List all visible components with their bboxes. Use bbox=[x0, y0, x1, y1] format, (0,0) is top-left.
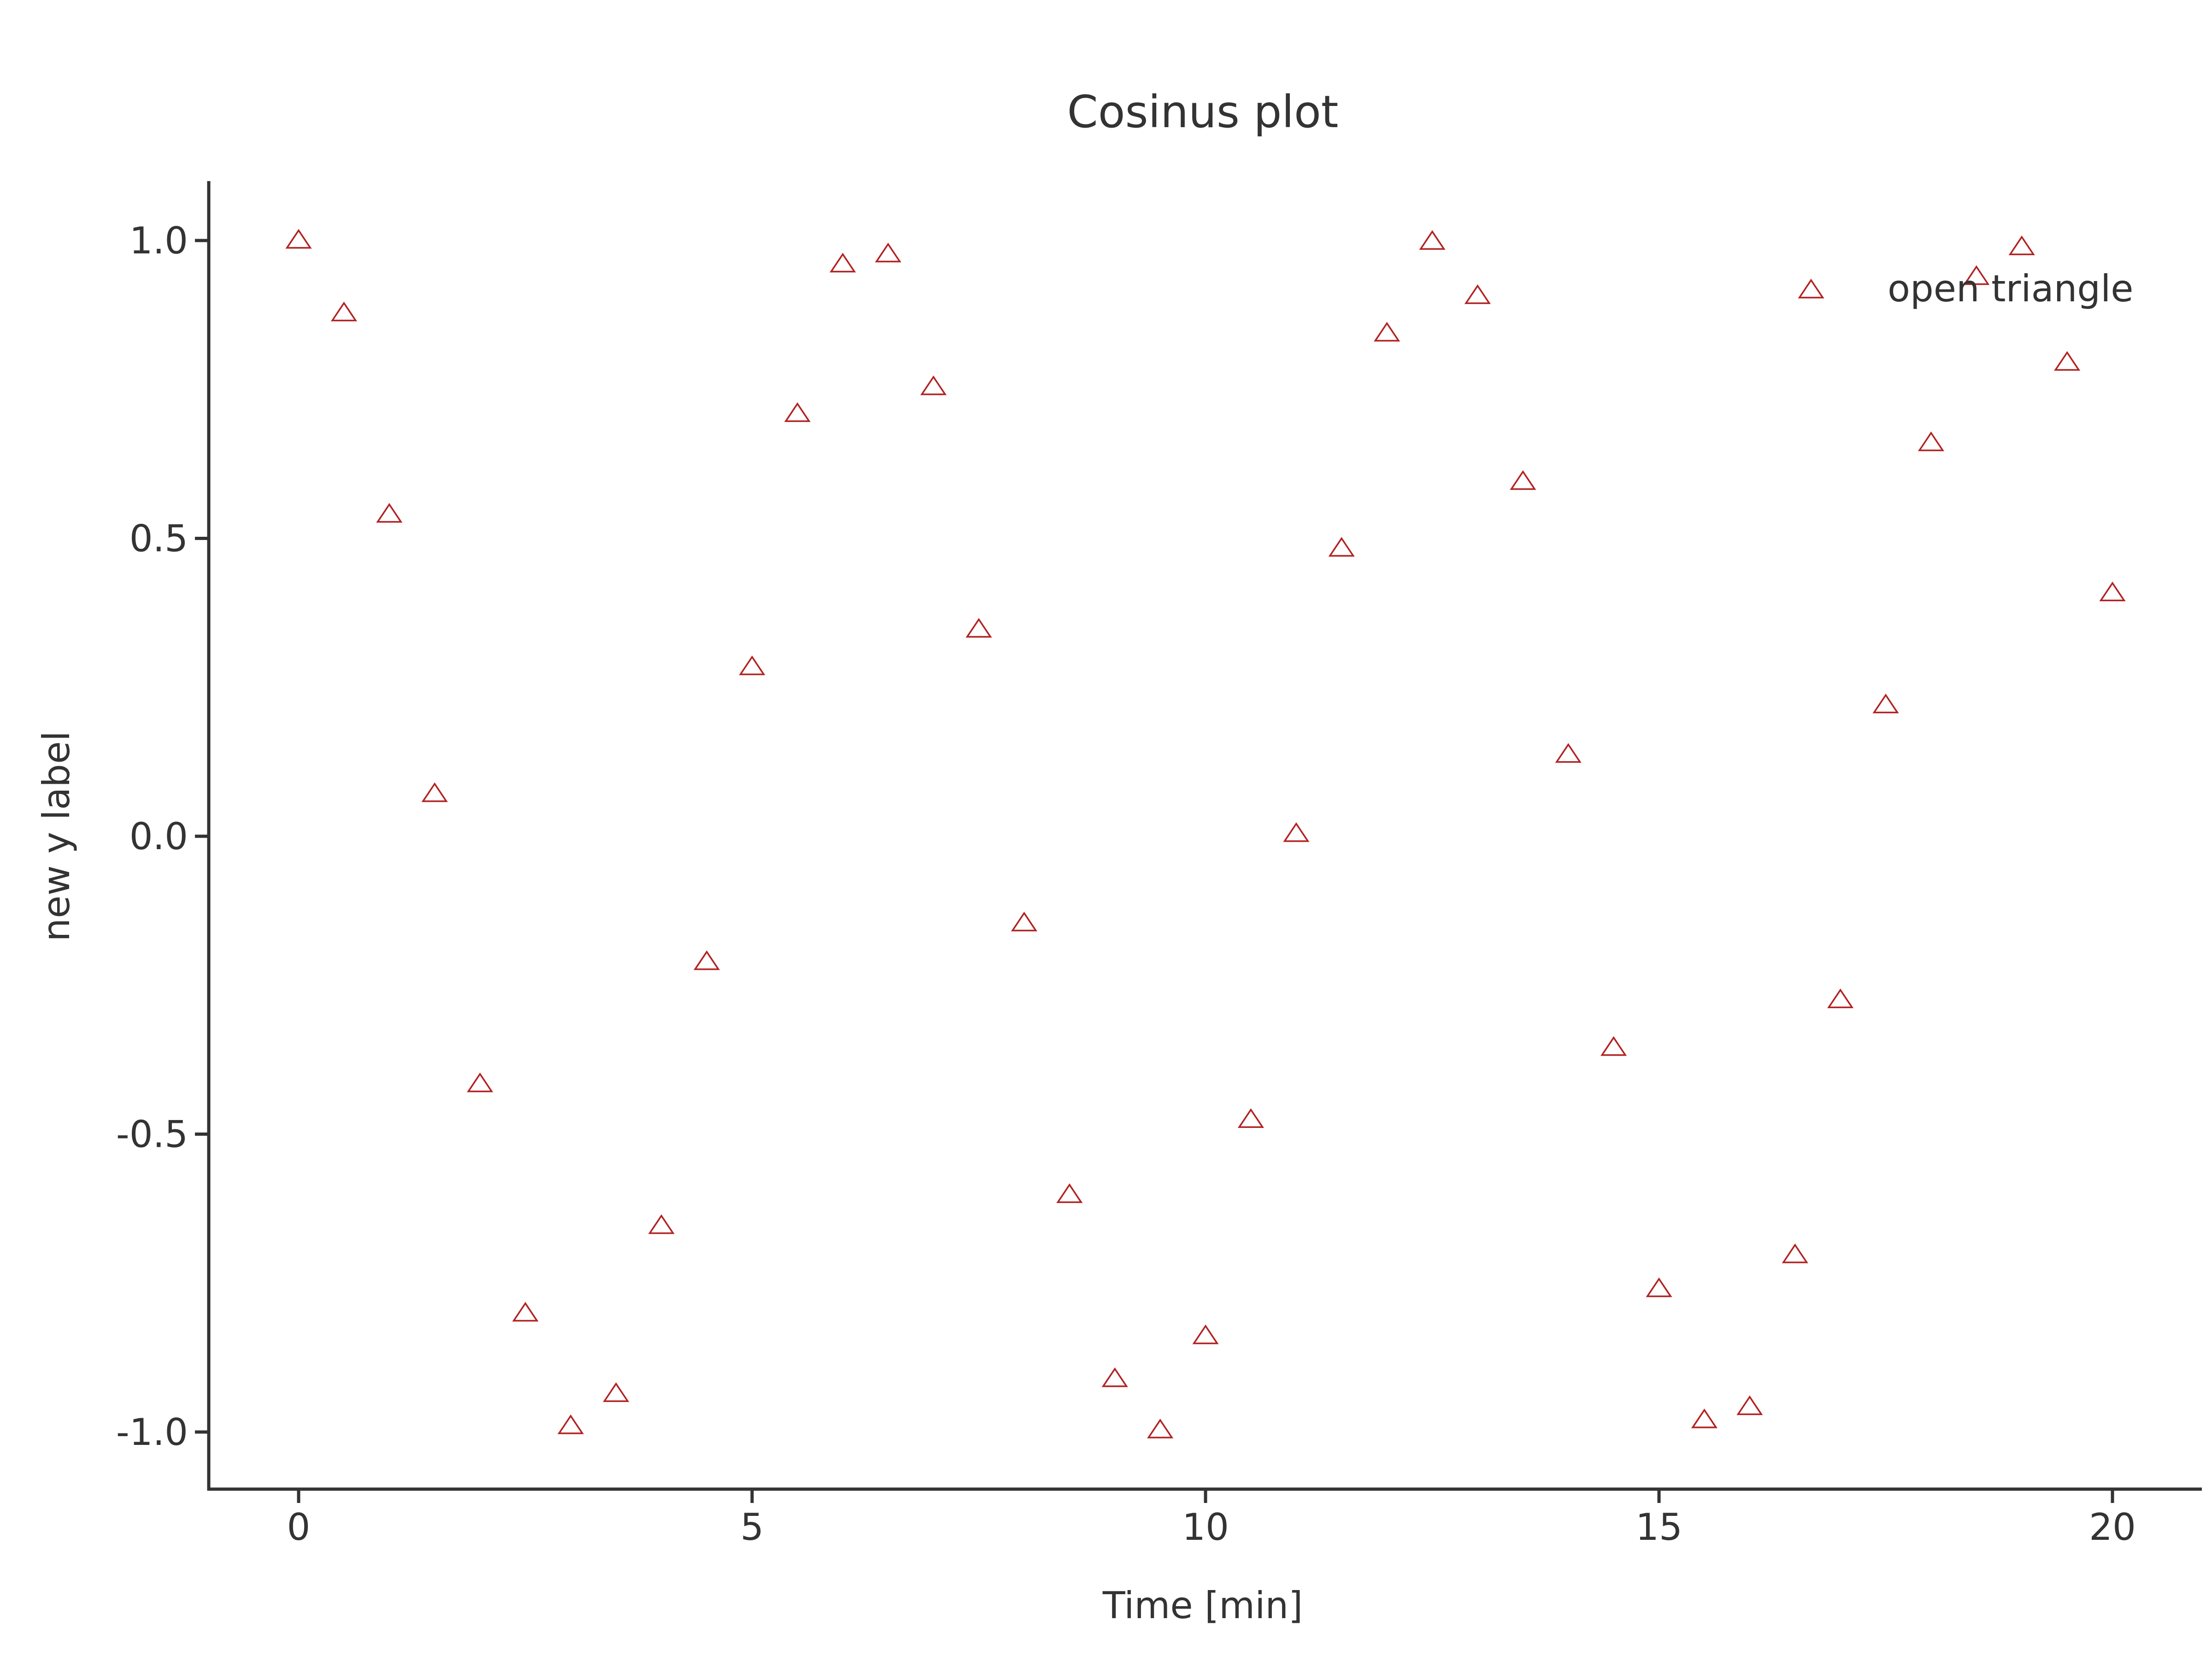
data-point bbox=[1555, 743, 1582, 763]
x-axis-ticks: 0 5 10 15 20 bbox=[287, 1489, 2136, 1549]
data-point bbox=[1101, 1367, 1128, 1387]
y-tick-label: -0.5 bbox=[116, 1113, 188, 1156]
plot-area bbox=[285, 229, 2126, 1438]
data-point bbox=[603, 1382, 629, 1402]
data-point bbox=[1646, 1277, 1672, 1297]
legend-label: open triangle bbox=[1888, 267, 2134, 310]
data-point bbox=[376, 503, 403, 523]
data-point bbox=[1510, 470, 1536, 490]
data-point bbox=[920, 375, 947, 395]
data-point bbox=[421, 782, 448, 802]
data-point bbox=[2099, 581, 2126, 602]
y-tick-label: 0.0 bbox=[129, 815, 188, 858]
data-point bbox=[1283, 822, 1310, 842]
chart-title: Cosinus plot bbox=[1067, 86, 1339, 138]
data-point bbox=[1192, 1324, 1219, 1344]
y-tick-label: 1.0 bbox=[129, 219, 188, 262]
data-point bbox=[1691, 1408, 1718, 1428]
data-point bbox=[1056, 1183, 1083, 1203]
data-point bbox=[1963, 265, 1990, 285]
data-point bbox=[2008, 235, 2035, 255]
y-axis-label: new y label bbox=[35, 731, 78, 941]
data-point bbox=[285, 229, 312, 249]
x-tick-label: 0 bbox=[287, 1506, 311, 1549]
data-point bbox=[965, 618, 992, 638]
data-point bbox=[1918, 431, 1944, 452]
legend-marker-open-triangle bbox=[1798, 278, 1824, 299]
data-point bbox=[1419, 230, 1446, 250]
legend: open triangle bbox=[1798, 267, 2134, 310]
data-point bbox=[1237, 1108, 1264, 1128]
y-tick-label: 0.5 bbox=[129, 517, 188, 560]
data-point bbox=[1328, 537, 1355, 557]
data-point bbox=[557, 1414, 584, 1434]
data-point bbox=[1782, 1243, 1808, 1263]
data-point bbox=[784, 402, 811, 422]
x-tick-label: 10 bbox=[1182, 1506, 1229, 1549]
data-point bbox=[1011, 911, 1037, 932]
y-axis-ticks: -1.0 -0.5 0.0 0.5 1.0 bbox=[116, 219, 209, 1454]
data-point bbox=[512, 1302, 539, 1322]
x-tick-label: 5 bbox=[741, 1506, 764, 1549]
legend-triangle-icon bbox=[1798, 278, 1824, 299]
data-point bbox=[330, 301, 357, 322]
x-axis-label: Time [min] bbox=[1102, 1584, 1303, 1627]
x-tick-label: 20 bbox=[2089, 1506, 2136, 1549]
data-point bbox=[648, 1214, 675, 1234]
data-point bbox=[739, 655, 765, 675]
data-point bbox=[875, 242, 901, 263]
data-point bbox=[1827, 988, 1854, 1009]
data-point bbox=[1147, 1418, 1174, 1438]
data-point bbox=[1736, 1395, 1763, 1415]
data-point bbox=[694, 950, 720, 970]
data-point bbox=[1600, 1036, 1627, 1056]
y-tick-label: -1.0 bbox=[116, 1411, 188, 1454]
data-point bbox=[467, 1072, 494, 1092]
data-point bbox=[830, 252, 856, 273]
data-point bbox=[1374, 322, 1400, 342]
data-point bbox=[2054, 351, 2081, 371]
data-point bbox=[1464, 284, 1491, 304]
x-tick-label: 15 bbox=[1635, 1506, 1683, 1549]
data-point bbox=[1872, 693, 1899, 714]
